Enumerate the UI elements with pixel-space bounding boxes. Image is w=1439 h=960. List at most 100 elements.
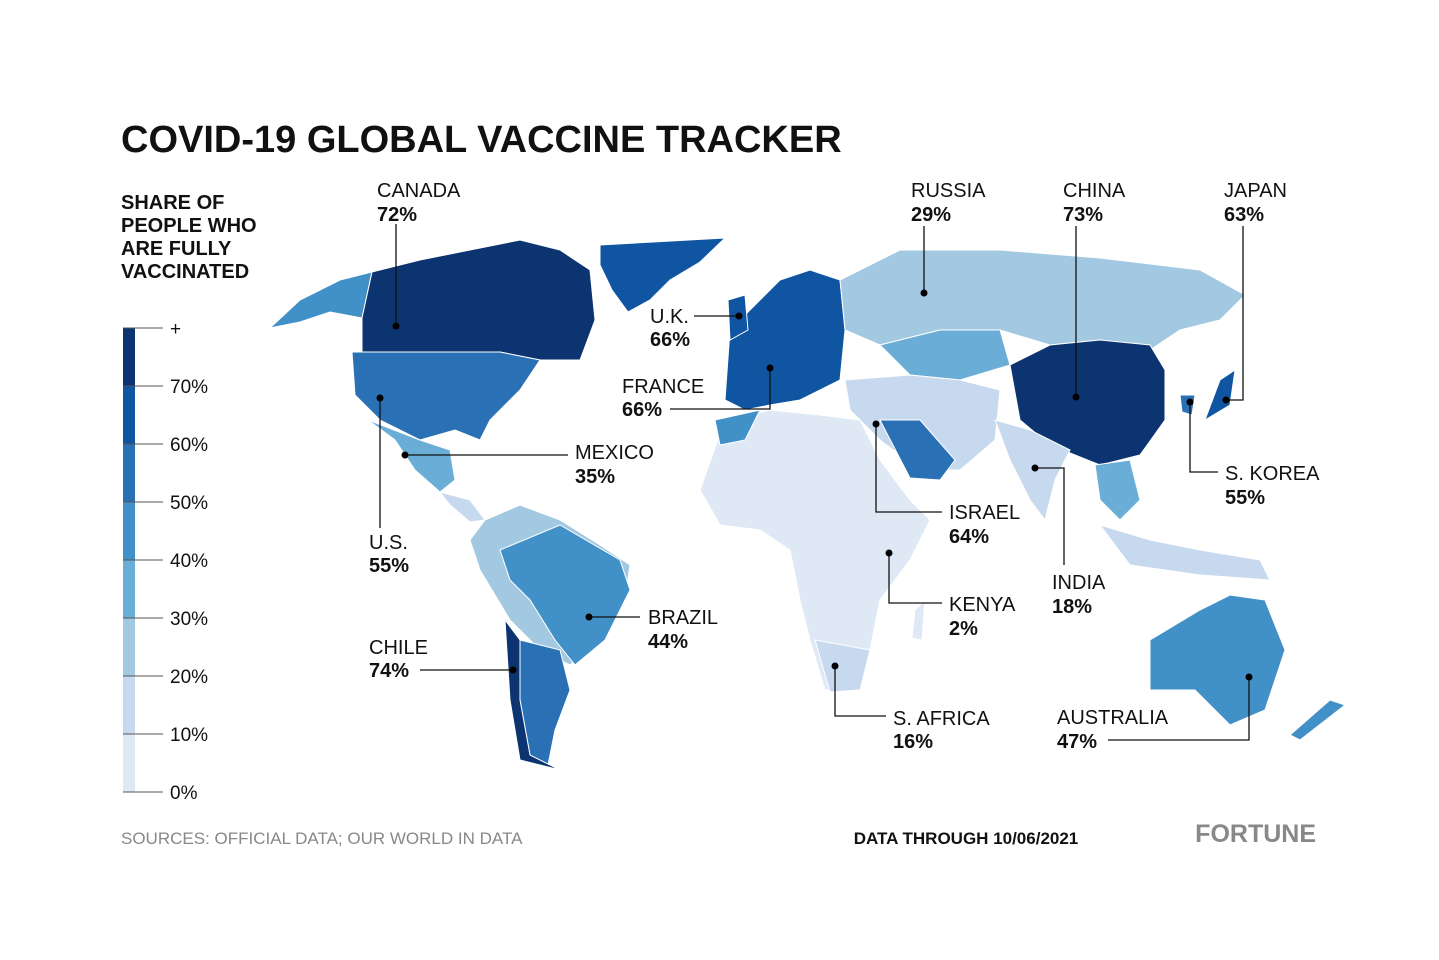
country-name: JAPAN [1224,180,1287,202]
country-name: INDIA [1052,572,1106,594]
dot [920,289,928,297]
legend-label: 50% [170,493,208,514]
country-name: CHINA [1063,180,1126,202]
callout: U.S.55% [369,394,409,577]
dot [1186,398,1194,406]
country-name: U.S. [369,532,408,554]
country-value: 44% [648,631,688,653]
southeast-asia [1094,459,1141,521]
country-name: S. KOREA [1225,463,1320,485]
legend-swatch [123,734,135,793]
legend-label: 30% [170,609,208,630]
title: COVID-19 GLOBAL VACCINE TRACKER [121,119,842,161]
alaska [268,271,373,329]
country-value: 2% [949,618,978,640]
chile [504,618,561,771]
dot [392,322,400,330]
world-map [268,237,1347,771]
russia [839,249,1246,351]
legend-label: 70% [170,377,208,398]
dot [401,451,409,459]
dot [1245,673,1253,681]
southern-africa [814,639,871,693]
dot [1031,464,1039,472]
country-name: CHILE [369,637,428,659]
europe [724,269,846,411]
country-name: RUSSIA [911,180,986,202]
legend-title-line: ARE FULLY [121,238,232,260]
country-value: 55% [1225,487,1265,509]
leader [1226,226,1244,401]
leader [670,368,771,410]
leader [834,666,886,717]
legend-swatch [123,560,135,619]
indonesia [1098,524,1271,581]
country-value: 72% [377,204,417,226]
australia [1149,594,1286,726]
north-africa [714,409,761,446]
country-value: 74% [369,660,409,682]
country-value: 63% [1224,204,1264,226]
legend-title-line: PEOPLE WHO [121,215,257,237]
legend-swatch [123,386,135,445]
country-value: 18% [1052,596,1092,618]
legend-label: 10% [170,725,208,746]
leader [888,553,942,604]
country-value: 16% [893,731,933,753]
legend-title-line: SHARE OF [121,192,224,214]
legend: +70% 60% 50% 40% 30% 20% 10% 0% [123,319,208,804]
country-value: 66% [650,329,690,351]
country-value: 73% [1063,204,1103,226]
country-name: ISRAEL [949,502,1020,524]
legend-label: 60% [170,435,208,456]
country-name: U.K. [650,306,689,328]
legend-label: 20% [170,667,208,688]
canada [361,239,596,361]
country-name: FRANCE [622,376,704,398]
country-name: MEXICO [575,442,654,464]
country-value: 47% [1057,731,1097,753]
callout: U.K.66% [650,306,743,351]
leader [1189,402,1218,473]
legend-label: + [170,319,181,340]
central-america [438,491,486,523]
country-value: 64% [949,526,989,548]
arabia [879,419,956,481]
legend-label: 40% [170,551,208,572]
legend-swatch [123,676,135,735]
legend-swatch [123,328,135,387]
legend-swatch [123,618,135,677]
leader [1108,677,1250,741]
mexico [367,419,456,493]
dot [872,420,880,428]
korea [1179,394,1196,416]
legend-swatch [123,502,135,561]
madagascar [911,598,926,641]
dot [376,394,384,402]
country-value: 66% [622,399,662,421]
country-name: BRAZIL [648,607,718,629]
legend-label: 0% [170,783,198,804]
country-name: S. AFRICA [893,708,990,730]
dot [585,613,593,621]
dot [1072,393,1080,401]
dot [735,312,743,320]
country-value: 35% [575,466,615,488]
dot [1222,396,1230,404]
country-name: CANADA [377,180,461,202]
